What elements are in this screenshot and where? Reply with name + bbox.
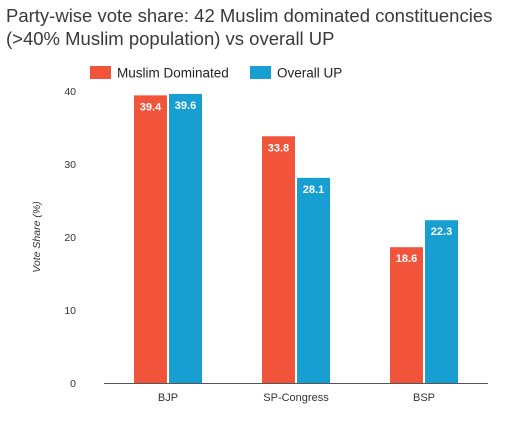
x-tick-label: BJP — [158, 392, 178, 404]
bar-data-label: 28.1 — [303, 184, 324, 196]
bar-bjp-2 — [169, 93, 202, 384]
legend: Muslim Dominated Overall UP — [90, 66, 342, 81]
bar-data-label: 39.4 — [140, 101, 162, 113]
y-tick-label: 0 — [70, 378, 76, 390]
chart-title: Party-wise vote share: 42 Muslim dominat… — [6, 5, 493, 49]
y-axis-label: Vote Share (%) — [31, 201, 43, 272]
x-tick-label: BSP — [413, 392, 435, 404]
bar-sp-congress-2 — [297, 177, 330, 383]
y-axis: 0 10 20 30 40 — [64, 86, 76, 390]
y-tick-label: 40 — [64, 86, 76, 98]
bar-data-label: 33.8 — [268, 142, 289, 154]
y-tick-label: 10 — [64, 305, 76, 317]
bar-bsp-1 — [390, 247, 423, 383]
legend-swatch-2 — [250, 66, 271, 79]
bar-data-label: 18.6 — [396, 253, 417, 265]
y-tick-label: 30 — [64, 159, 76, 171]
x-axis: BJP SP-Congress BSP — [104, 383, 488, 404]
legend-swatch-1 — [90, 66, 111, 79]
bar-bsp-2 — [425, 220, 458, 383]
bar-sp-congress-1 — [262, 136, 295, 383]
legend-label-1: Muslim Dominated — [117, 66, 229, 81]
bars: 39.4 39.6 33.8 28.1 18.6 22.3 — [134, 93, 458, 384]
bar-data-label: 39.6 — [175, 100, 196, 112]
bar-data-label: 22.3 — [431, 226, 452, 238]
y-tick-label: 20 — [64, 232, 76, 244]
legend-label-2: Overall UP — [277, 66, 342, 81]
x-tick-label: SP-Congress — [263, 392, 329, 404]
bar-bjp-1 — [134, 95, 167, 383]
